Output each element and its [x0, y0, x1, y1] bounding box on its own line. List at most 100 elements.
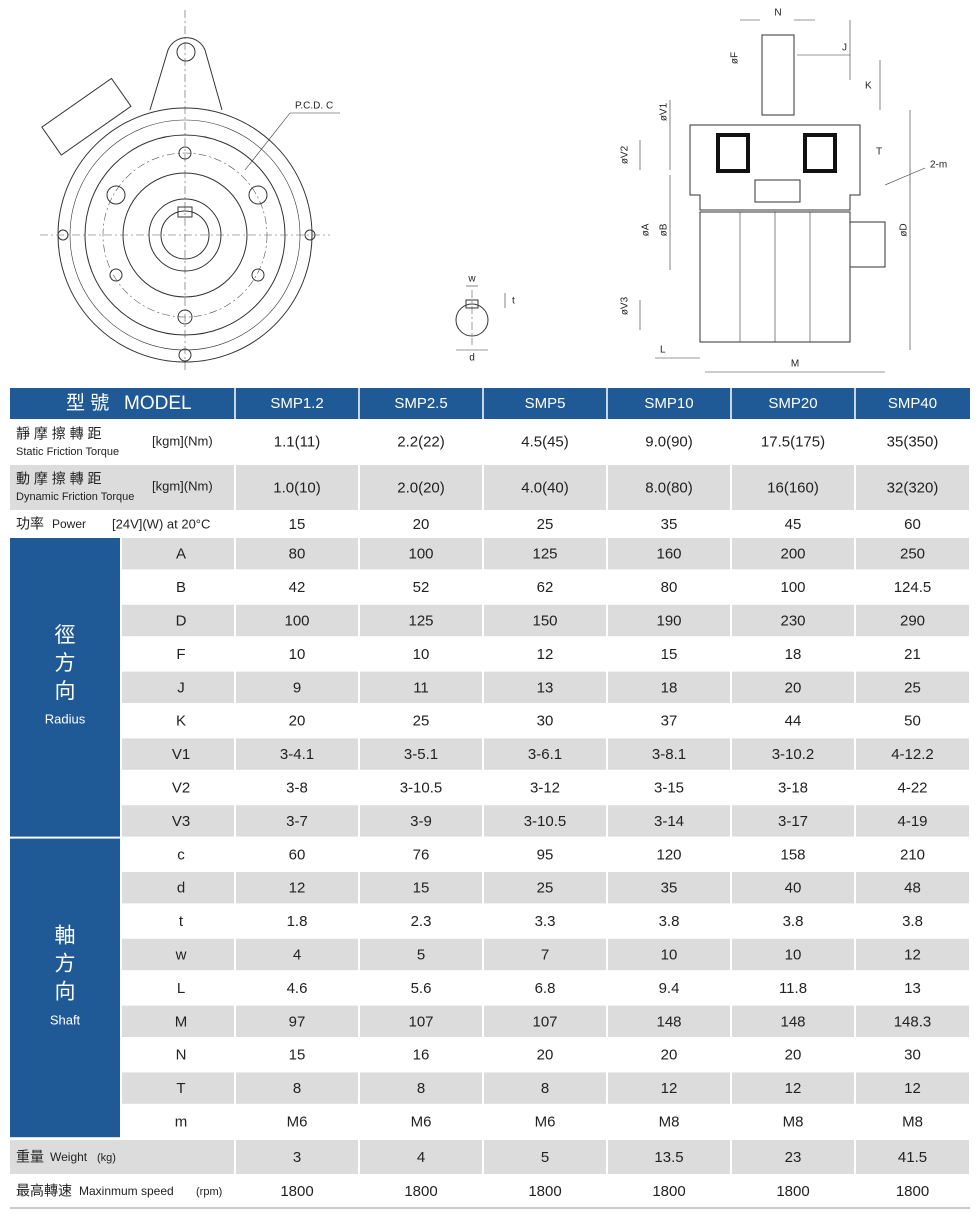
cell-bg	[360, 538, 482, 570]
cell-value: 60	[289, 846, 306, 863]
cell-value: 35(350)	[887, 433, 939, 450]
cell-value: 3-7	[286, 813, 308, 830]
row-label-en: Power	[52, 517, 86, 531]
row-unit: [kgm](Nm)	[152, 478, 213, 493]
cell-value: 20	[661, 1047, 678, 1064]
row-label-zh: 動 摩 擦 轉 距	[16, 471, 102, 487]
cell-bg	[732, 671, 854, 703]
row-label-zh: 靜 摩 擦 轉 距	[16, 426, 102, 442]
cell-value: 15	[413, 880, 430, 897]
cell-value: 1800	[652, 1183, 685, 1200]
cell-value: 42	[289, 579, 306, 596]
cell-value: 41.5	[898, 1149, 927, 1166]
cell-value: M8	[902, 1113, 923, 1130]
cell-bg	[732, 465, 854, 510]
param-name: V2	[172, 779, 190, 796]
cell-value: 190	[656, 612, 681, 629]
cell-value: 5.6	[411, 980, 432, 997]
cell-value: 20	[413, 516, 430, 533]
cell-value: 20	[785, 679, 802, 696]
cell-value: 11	[413, 679, 429, 696]
cell-value: 1.1(11)	[274, 433, 320, 450]
cell-value: M6	[535, 1113, 556, 1130]
row-unit: [24V](W) at 20°C	[112, 516, 210, 531]
cell-bg	[360, 465, 482, 510]
cell-bg	[732, 738, 854, 770]
drawing-label: 2-m	[930, 160, 947, 171]
row-label-zh: 最高轉速	[16, 1183, 72, 1199]
cell-bg	[236, 604, 358, 637]
cell-value: 15	[661, 646, 678, 663]
cell-value: 45	[785, 516, 802, 533]
cell-value: 3-4.1	[280, 746, 314, 763]
cell-value: 7	[541, 946, 549, 963]
cell-bg	[360, 872, 482, 904]
cell-bg	[122, 604, 234, 637]
cell-bg	[608, 1072, 730, 1104]
cell-bg	[360, 738, 482, 770]
cell-value: 9.4	[659, 980, 680, 997]
front-view-drawing: P.C.D. C	[40, 10, 340, 370]
cell-value: 1800	[776, 1183, 809, 1200]
cell-bg	[122, 938, 234, 971]
cell-value: 290	[900, 612, 925, 629]
cell-bg	[236, 1140, 358, 1174]
cell-value: M6	[287, 1113, 308, 1130]
cell-bg	[732, 604, 854, 637]
cell-bg	[236, 671, 358, 703]
spec-table: 型 號 MODEL SMP1.2 SMP2.5 SMP5 SMP10 SMP20 SMP40 靜…	[10, 388, 970, 1209]
param-name: L	[177, 980, 185, 997]
cell-bg	[608, 872, 730, 904]
cell-bg	[608, 465, 730, 510]
cell-value: 60	[904, 516, 921, 533]
param-name: N	[176, 1047, 187, 1064]
cell-bg	[856, 604, 969, 637]
row-label-en: Static Friction Torque	[16, 446, 119, 458]
cell-value: 210	[900, 846, 925, 863]
cell-value: 48	[904, 880, 921, 897]
cell-value: 10	[661, 946, 678, 963]
cell-value: 11.8	[779, 980, 807, 997]
cell-bg	[484, 1072, 606, 1104]
cell-value: 3-8	[286, 779, 308, 796]
cell-bg	[484, 465, 606, 510]
header-bg	[10, 388, 970, 419]
cell-bg	[484, 938, 606, 971]
cell-value: 37	[661, 713, 678, 730]
model-name: SMP1.2	[270, 395, 323, 412]
drawing-label: øD	[899, 223, 910, 236]
cell-bg	[856, 872, 969, 904]
param-name: F	[176, 646, 185, 663]
cell-value: 30	[537, 713, 554, 730]
cell-bg	[732, 938, 854, 971]
cell-bg	[360, 805, 482, 837]
cell-bg	[608, 805, 730, 837]
model-name: SMP10	[644, 395, 693, 412]
cell-value: 100	[284, 612, 309, 629]
row-label-en: Weight	[50, 1150, 88, 1164]
cell-value: 16(160)	[767, 479, 819, 496]
cell-bg	[10, 1140, 234, 1174]
cell-value: 13.5	[654, 1149, 683, 1166]
cell-bg	[856, 671, 969, 703]
cell-bg	[732, 1005, 854, 1037]
cell-value: 12	[785, 1080, 802, 1097]
cell-value: 1.8	[287, 913, 308, 930]
cell-value: 120	[656, 846, 681, 863]
drawing-label: M	[791, 359, 799, 370]
cell-value: 95	[537, 846, 554, 863]
cell-value: 3-10.5	[524, 813, 567, 830]
cell-value: 10	[413, 646, 430, 663]
cell-bg	[856, 738, 969, 770]
cell-bg	[484, 738, 606, 770]
drawing-label: øV2	[620, 145, 631, 164]
cell-value: 4.5(45)	[521, 433, 569, 450]
cell-value: 17.5(175)	[761, 433, 825, 450]
cell-value: 25	[904, 679, 921, 696]
cell-bg	[484, 604, 606, 637]
cell-value: 4	[293, 946, 301, 963]
cell-value: 12	[537, 646, 554, 663]
cell-value: 6.8	[535, 980, 556, 997]
drawing-label: w	[467, 274, 476, 285]
